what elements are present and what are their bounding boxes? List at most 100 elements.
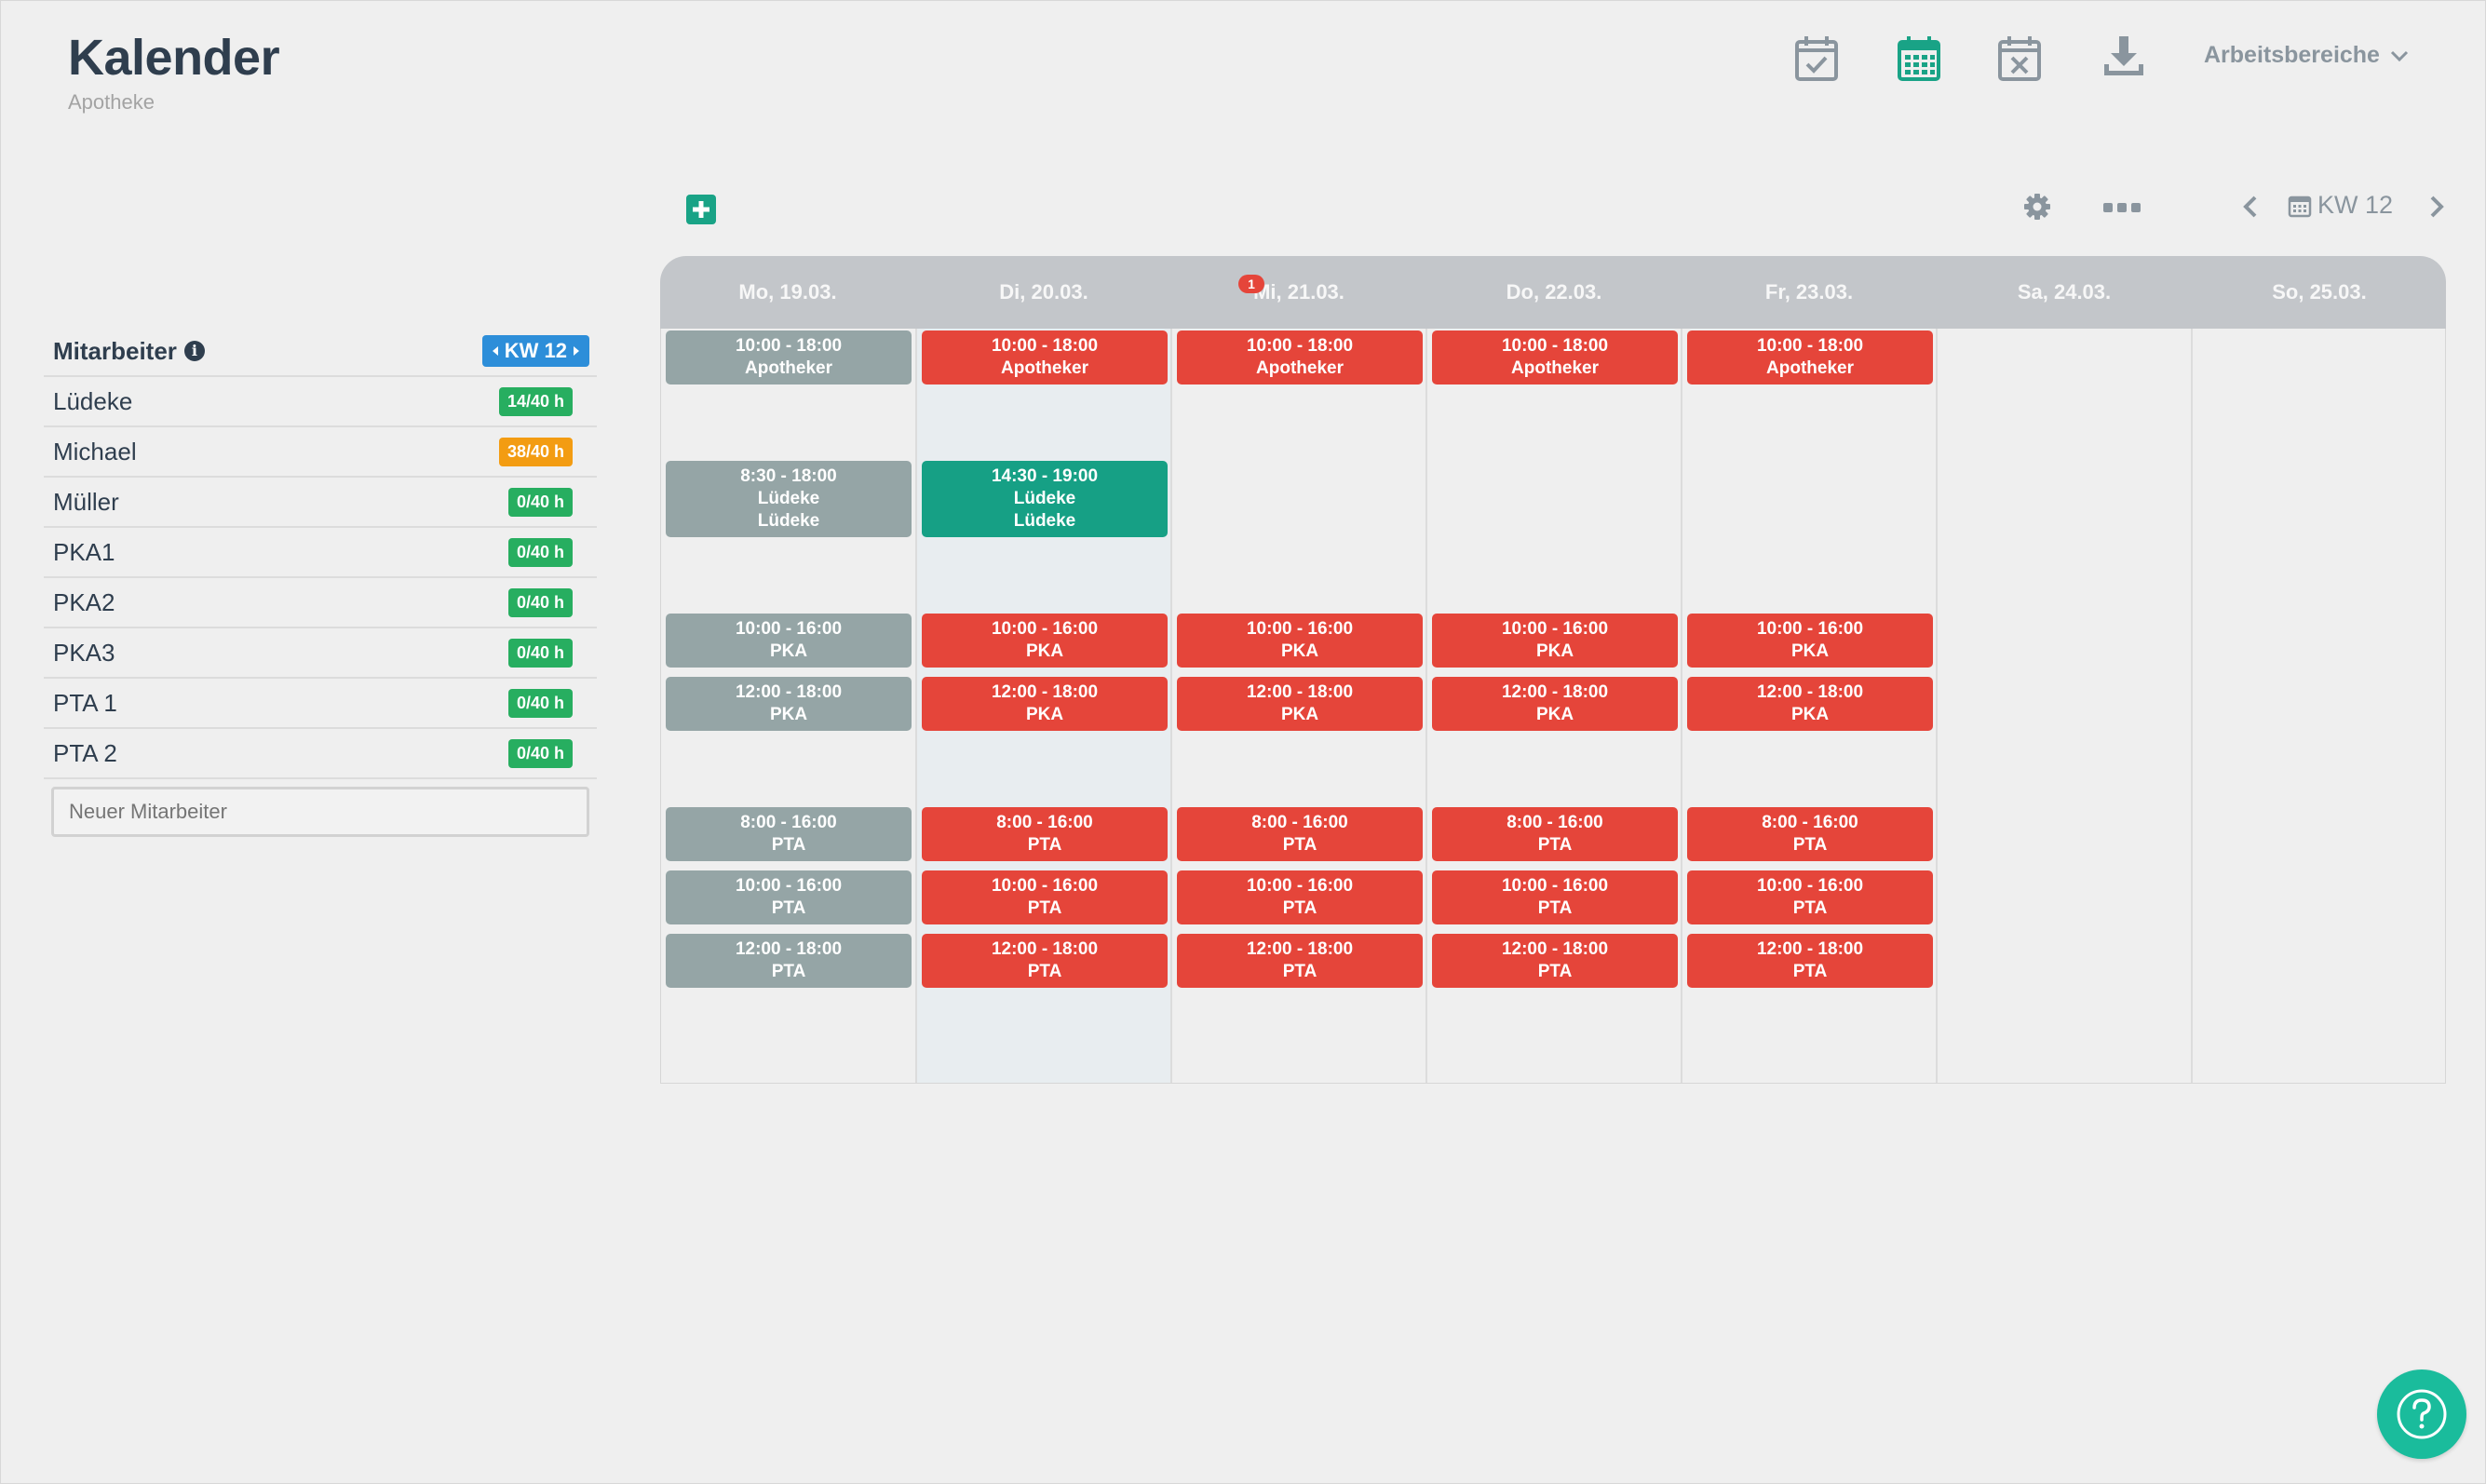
shift-event[interactable]: 12:00 - 18:00 PKA bbox=[1687, 677, 1933, 731]
shift-event[interactable]: 10:00 - 16:00 PKA bbox=[922, 614, 1168, 668]
day-column[interactable] bbox=[1938, 329, 2193, 1083]
shift-role: PTA bbox=[1537, 835, 1573, 855]
gear-icon[interactable] bbox=[2023, 193, 2051, 221]
shift-event[interactable]: 10:00 - 16:00 PKA bbox=[666, 614, 912, 668]
workspaces-dropdown[interactable]: Arbeitsbereiche bbox=[2204, 42, 2409, 69]
shift-event[interactable]: 12:00 - 18:00 PTA bbox=[1177, 934, 1423, 988]
day-header[interactable]: So, 25.03. bbox=[2272, 280, 2367, 304]
notification-badge[interactable]: 1 bbox=[1238, 275, 1264, 293]
info-icon[interactable]: i bbox=[183, 341, 205, 361]
shift-event[interactable]: 12:00 - 18:00 PTA bbox=[922, 934, 1168, 988]
day-header[interactable]: Do, 22.03. bbox=[1506, 280, 1602, 304]
shift-event[interactable]: 8:30 - 18:00 Lüdeke Lüdeke bbox=[666, 461, 912, 537]
shift-person: Lüdeke bbox=[757, 511, 820, 531]
shift-time: 10:00 - 16:00 bbox=[1756, 619, 1864, 639]
day-header[interactable]: Sa, 24.03. bbox=[2017, 280, 2112, 304]
day-column[interactable] bbox=[1682, 329, 1938, 1083]
shift-event[interactable]: 10:00 - 16:00 PKA bbox=[1177, 614, 1423, 668]
shift-role: Apotheker bbox=[1001, 358, 1088, 378]
add-shift-button[interactable] bbox=[686, 195, 716, 224]
employee-row[interactable]: Lüdeke 14/40 h bbox=[44, 377, 597, 427]
shift-event[interactable]: 12:00 - 18:00 PKA bbox=[922, 677, 1168, 731]
calendar-icon[interactable] bbox=[1897, 34, 1941, 81]
shift-event[interactable]: 10:00 - 16:00 PKA bbox=[1687, 614, 1933, 668]
employee-row[interactable]: Michael 38/40 h bbox=[44, 427, 597, 478]
day-column[interactable] bbox=[2193, 329, 2445, 1083]
calendar-small-icon bbox=[2288, 196, 2312, 217]
shift-time: 8:00 - 16:00 bbox=[1762, 813, 1858, 832]
shift-event[interactable]: 12:00 - 18:00 PKA bbox=[1432, 677, 1678, 731]
caret-right-icon[interactable] bbox=[573, 345, 580, 357]
shift-time: 10:00 - 16:00 bbox=[1246, 876, 1354, 896]
more-icon[interactable] bbox=[2103, 202, 2141, 213]
shift-event[interactable]: 10:00 - 16:00 PTA bbox=[922, 870, 1168, 924]
employee-row[interactable]: PTA 2 0/40 h bbox=[44, 729, 597, 779]
day-header[interactable]: Mi, 21.03. bbox=[1253, 280, 1344, 304]
day-column[interactable] bbox=[1427, 329, 1682, 1083]
calendar-x-icon[interactable] bbox=[1997, 34, 2042, 81]
week-picker[interactable]: KW 12 bbox=[2288, 191, 2393, 220]
shift-event[interactable]: 8:00 - 16:00 PTA bbox=[922, 807, 1168, 861]
chevron-left-icon[interactable] bbox=[2241, 195, 2260, 219]
shift-event[interactable]: 10:00 - 18:00 Apotheker bbox=[666, 331, 912, 384]
employee-name: PKA2 bbox=[53, 587, 115, 616]
week-badge[interactable]: KW 12 bbox=[481, 335, 589, 367]
shift-event[interactable]: 8:00 - 16:00 PTA bbox=[1432, 807, 1678, 861]
shift-event[interactable]: 12:00 - 18:00 PTA bbox=[1687, 934, 1933, 988]
shift-event[interactable]: 12:00 - 18:00 PTA bbox=[666, 934, 912, 988]
shift-event[interactable]: 10:00 - 18:00 Apotheker bbox=[1432, 331, 1678, 384]
shift-time: 10:00 - 18:00 bbox=[735, 336, 843, 356]
employee-row[interactable]: PKA2 0/40 h bbox=[44, 578, 597, 628]
day-header[interactable]: Fr, 23.03. bbox=[1764, 280, 1854, 304]
shift-time: 8:30 - 18:00 bbox=[740, 466, 837, 486]
hours-badge: 0/40 h bbox=[507, 638, 573, 668]
help-button[interactable] bbox=[2377, 1369, 2466, 1459]
shift-role: PTA bbox=[1792, 835, 1828, 855]
shift-time: 12:00 - 18:00 bbox=[1756, 682, 1864, 702]
employee-row[interactable]: PTA 1 0/40 h bbox=[44, 679, 597, 729]
shift-time: 10:00 - 18:00 bbox=[1246, 336, 1354, 356]
day-header[interactable]: Di, 20.03. bbox=[999, 280, 1088, 304]
shift-event[interactable]: 12:00 - 18:00 PKA bbox=[666, 677, 912, 731]
shift-event[interactable]: 10:00 - 18:00 Apotheker bbox=[1177, 331, 1423, 384]
shift-time: 8:00 - 16:00 bbox=[740, 813, 837, 832]
shift-time: 12:00 - 18:00 bbox=[1501, 939, 1609, 959]
shift-event[interactable]: 12:00 - 18:00 PKA bbox=[1177, 677, 1423, 731]
shift-event[interactable]: 10:00 - 16:00 PTA bbox=[1177, 870, 1423, 924]
shift-event[interactable]: 10:00 - 18:00 Apotheker bbox=[1687, 331, 1933, 384]
shift-role: PTA bbox=[771, 898, 806, 918]
day-header[interactable]: Mo, 19.03. bbox=[738, 280, 837, 304]
shift-event[interactable]: 10:00 - 16:00 PTA bbox=[666, 870, 912, 924]
shift-role: PTA bbox=[1282, 835, 1317, 855]
download-icon[interactable] bbox=[2101, 34, 2146, 81]
chevron-down-icon bbox=[2390, 51, 2408, 62]
shift-role: Apotheker bbox=[1766, 358, 1854, 378]
shift-time: 10:00 - 18:00 bbox=[991, 336, 1099, 356]
employee-row[interactable]: PKA3 0/40 h bbox=[44, 628, 597, 679]
shift-time: 12:00 - 18:00 bbox=[735, 939, 843, 959]
shift-event[interactable]: 10:00 - 16:00 PKA bbox=[1432, 614, 1678, 668]
employee-row[interactable]: PKA1 0/40 h bbox=[44, 528, 597, 578]
shift-event[interactable]: 8:00 - 16:00 PTA bbox=[666, 807, 912, 861]
shift-event[interactable]: 14:30 - 19:00 Lüdeke Lüdeke bbox=[922, 461, 1168, 537]
shift-role: PKA bbox=[1280, 705, 1319, 724]
shift-event[interactable]: 10:00 - 16:00 PTA bbox=[1687, 870, 1933, 924]
employee-name: PTA 1 bbox=[53, 688, 117, 717]
shift-role: PKA bbox=[1790, 641, 1830, 661]
chevron-right-icon[interactable] bbox=[2427, 195, 2446, 219]
week-badge-label: KW 12 bbox=[504, 339, 567, 362]
calendar-check-icon[interactable] bbox=[1794, 34, 1839, 81]
shift-event[interactable]: 12:00 - 18:00 PTA bbox=[1432, 934, 1678, 988]
shift-event[interactable]: 8:00 - 16:00 PTA bbox=[1177, 807, 1423, 861]
shift-event[interactable]: 10:00 - 16:00 PTA bbox=[1432, 870, 1678, 924]
day-column[interactable] bbox=[1172, 329, 1427, 1083]
new-employee-input[interactable] bbox=[51, 787, 589, 837]
day-column[interactable] bbox=[661, 329, 917, 1083]
shift-event[interactable]: 10:00 - 18:00 Apotheker bbox=[922, 331, 1168, 384]
employee-header: Mitarbeiter i KW 12 bbox=[44, 327, 597, 377]
shift-role: PTA bbox=[1537, 898, 1573, 918]
shift-event[interactable]: 8:00 - 16:00 PTA bbox=[1687, 807, 1933, 861]
caret-left-icon[interactable] bbox=[492, 345, 499, 357]
employee-row[interactable]: Müller 0/40 h bbox=[44, 478, 597, 528]
